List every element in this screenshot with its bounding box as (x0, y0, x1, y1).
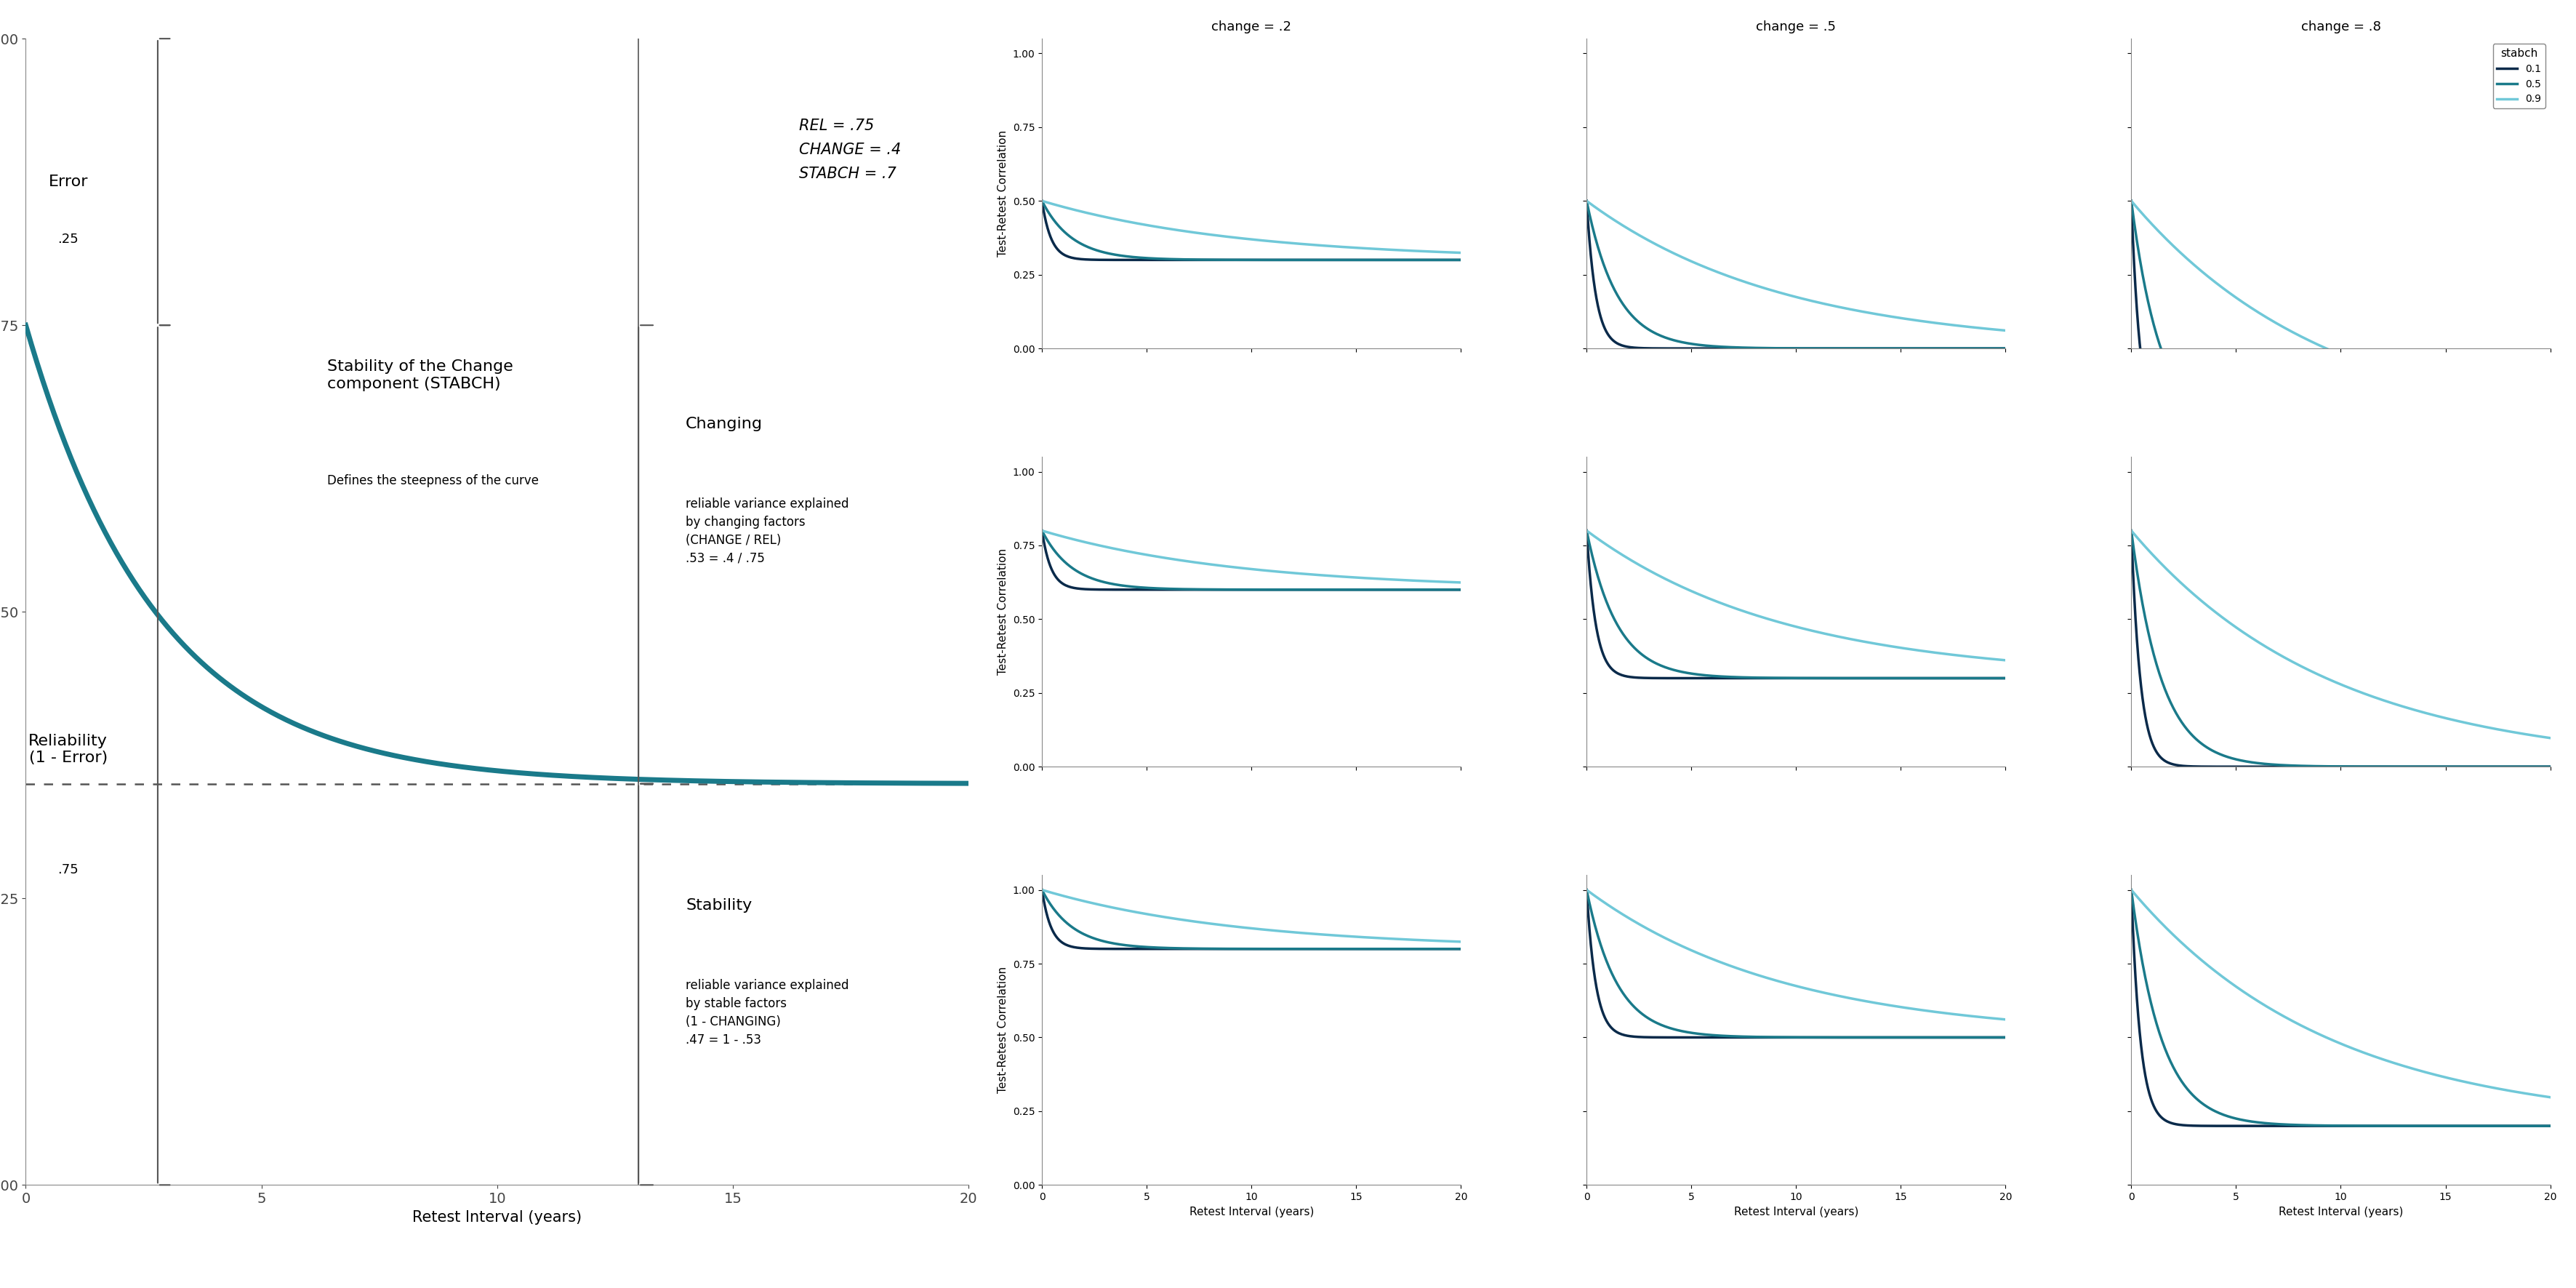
Y-axis label: Test-Retest Correlation: Test-Retest Correlation (997, 130, 1007, 256)
Legend: 0.1, 0.5, 0.9: 0.1, 0.5, 0.9 (2494, 44, 2545, 108)
Text: .75: .75 (57, 863, 80, 876)
Text: Stability: Stability (685, 899, 752, 913)
Y-axis label: Test-Retest Correlation: Test-Retest Correlation (997, 549, 1007, 675)
Text: Reliability
(1 - Error): Reliability (1 - Error) (28, 734, 108, 765)
X-axis label: Retest Interval (years): Retest Interval (years) (1190, 1207, 1314, 1217)
Text: Error: Error (49, 175, 88, 189)
Text: Changing: Changing (685, 417, 762, 431)
Text: Defines the steepness of the curve: Defines the steepness of the curve (327, 474, 538, 487)
Title: change = .2: change = .2 (1211, 21, 1291, 33)
Text: Stability of the Change
component (STABCH): Stability of the Change component (STABC… (327, 359, 513, 392)
Text: reliable variance explained
by stable factors
(1 - CHANGING)
.47 = 1 - .53: reliable variance explained by stable fa… (685, 979, 850, 1046)
X-axis label: Retest Interval (years): Retest Interval (years) (412, 1209, 582, 1225)
Text: .25: .25 (57, 233, 80, 246)
Y-axis label: Test-Retest Correlation: Test-Retest Correlation (997, 967, 1007, 1094)
X-axis label: Retest Interval (years): Retest Interval (years) (2277, 1207, 2403, 1217)
Title: change = .8: change = .8 (2300, 21, 2380, 33)
Text: REL = .75
CHANGE = .4
STABCH = .7: REL = .75 CHANGE = .4 STABCH = .7 (799, 118, 902, 182)
X-axis label: Retest Interval (years): Retest Interval (years) (1734, 1207, 1857, 1217)
Text: reliable variance explained
by changing factors
(CHANGE / REL)
.53 = .4 / .75: reliable variance explained by changing … (685, 497, 850, 565)
Title: change = .5: change = .5 (1757, 21, 1837, 33)
